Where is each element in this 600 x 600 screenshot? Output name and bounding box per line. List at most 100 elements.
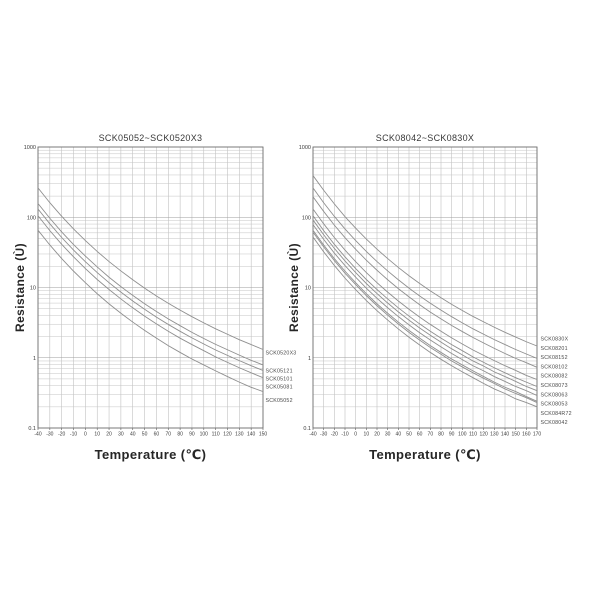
x-tick-label: 20 (374, 432, 380, 438)
right-chart-y-tick-labels: 1000 100 10 1 0.1 (299, 145, 311, 432)
x-tick-label: 130 (235, 432, 244, 438)
y-tick-label: 100 (302, 215, 311, 221)
x-tick-label: -20 (331, 432, 338, 438)
right-chart-grid (312, 146, 538, 430)
series-curve-SCK05121 (37, 203, 264, 366)
series-curve-SCK0830X (312, 175, 538, 347)
x-tick-label: 170 (533, 432, 542, 438)
x-tick-label: 120 (479, 432, 488, 438)
x-tick-label: 40 (130, 432, 136, 438)
x-tick-label: 0 (84, 432, 87, 438)
x-tick-label: -10 (70, 432, 77, 438)
legend-label: SCK08102 (541, 364, 568, 370)
plot-border (312, 146, 538, 429)
x-tick-label: 150 (511, 432, 520, 438)
right-chart-y-axis-label: Resistance (Ù) (286, 243, 301, 332)
left-chart: -40 -30 -20 -10 0 10 20 30 40 50 60 70 80 90 100 110 120… (12, 133, 296, 462)
left-chart-title: SCK05052~SCK0520X3 (99, 133, 203, 143)
y-tick-label: 1 (308, 356, 311, 362)
x-tick-label: 160 (522, 432, 531, 438)
series-curve-SCK08082 (312, 215, 538, 387)
x-tick-label: 70 (428, 432, 434, 438)
x-tick-label: 20 (106, 432, 112, 438)
right-chart-x-axis-label: Temperature (℃) (369, 447, 481, 462)
y-tick-label: 100 (27, 215, 36, 221)
left-chart-x-axis-label: Temperature (℃) (95, 447, 207, 462)
left-chart-y-tick-labels: 1000 100 10 1 0.1 (24, 145, 36, 432)
legend-label: SCK08201 (541, 346, 568, 352)
x-tick-label: 50 (142, 432, 148, 438)
y-tick-label: 10 (30, 286, 36, 292)
x-tick-label: 90 (189, 432, 195, 438)
series-curve-SCK05101 (37, 208, 264, 371)
series-curve-SCK08201 (312, 187, 538, 359)
x-tick-label: 30 (118, 432, 124, 438)
x-tick-label: 70 (165, 432, 171, 438)
x-tick-label: 100 (458, 432, 467, 438)
y-tick-label: 10 (305, 286, 311, 292)
left-chart-y-axis-label: Resistance (Ù) (12, 243, 27, 332)
plot-border (37, 146, 264, 429)
series-curve-SCK08053 (312, 229, 538, 402)
x-tick-label: 90 (449, 432, 455, 438)
x-tick-label: -30 (320, 432, 327, 438)
legend-label: SCK05052 (266, 398, 293, 404)
x-tick-label: -10 (341, 432, 348, 438)
x-tick-label: 0 (354, 432, 357, 438)
series-curve-SCK0520X3 (37, 187, 264, 350)
x-tick-label: -40 (34, 432, 41, 438)
x-tick-label: 140 (501, 432, 510, 438)
x-tick-label: 140 (247, 432, 256, 438)
series-curve-SCK08102 (312, 208, 538, 380)
legend-label: SCK08152 (541, 355, 568, 361)
legend-label: SCK084R72 (541, 411, 572, 417)
right-chart: -40 -30 -20 -10 0 10 20 30 40 50 60 70 80 90 100 110 120… (286, 133, 572, 462)
series-curve-SCK05081 (37, 215, 264, 379)
legend-label: SCK08042 (541, 420, 568, 426)
y-tick-label: 1000 (299, 145, 311, 151)
left-chart-curves (37, 187, 264, 392)
series-curve-SCK08152 (312, 196, 538, 368)
x-tick-label: 10 (364, 432, 370, 438)
x-tick-label: 150 (259, 432, 268, 438)
x-tick-label: 130 (490, 432, 499, 438)
series-curve-SCK08063 (312, 224, 538, 396)
legend-label: SCK0520X3 (266, 351, 297, 357)
x-tick-label: 10 (94, 432, 100, 438)
left-chart-x-tick-labels: -40 -30 -20 -10 0 10 20 30 40 50 60 70 80 90 100 110 120… (34, 432, 267, 438)
y-tick-label: 1000 (24, 145, 36, 151)
y-tick-label: 0.1 (303, 426, 311, 432)
x-tick-label: 120 (223, 432, 232, 438)
legend-label: SCK05081 (266, 384, 293, 390)
x-tick-label: 110 (469, 432, 477, 438)
x-tick-label: -20 (58, 432, 65, 438)
left-chart-grid (37, 146, 264, 430)
legend-label: SCK05101 (266, 377, 293, 383)
series-curve-SCK05052 (37, 229, 264, 392)
x-tick-label: 80 (438, 432, 444, 438)
legend-label: SCK0830X (541, 337, 569, 343)
series-curve-SCK08042 (312, 236, 538, 408)
right-chart-curves (312, 175, 538, 408)
y-tick-label: 1 (33, 356, 36, 362)
x-tick-label: 30 (385, 432, 391, 438)
x-tick-label: 60 (154, 432, 160, 438)
legend-label: SCK08063 (541, 392, 568, 398)
right-chart-legend: SCK0830X SCK08201 SCK08152 SCK08102 SCK08082… (541, 337, 572, 427)
x-tick-label: -30 (46, 432, 53, 438)
y-tick-label: 0.1 (28, 426, 36, 432)
legend-label: SCK08053 (541, 402, 568, 408)
x-tick-label: 50 (406, 432, 412, 438)
x-tick-label: 100 (200, 432, 209, 438)
legend-label: SCK05121 (266, 369, 293, 375)
right-chart-title: SCK08042~SCK0830X (376, 133, 474, 143)
x-tick-label: 60 (417, 432, 423, 438)
series-curve-SCK084R72 (312, 231, 538, 403)
x-tick-label: 40 (396, 432, 402, 438)
legend-label: SCK08082 (541, 374, 568, 380)
legend-label: SCK08073 (541, 383, 568, 389)
right-chart-x-tick-labels: -40 -30 -20 -10 0 10 20 30 40 50 60 70 80 90 100 110 120… (309, 432, 541, 438)
